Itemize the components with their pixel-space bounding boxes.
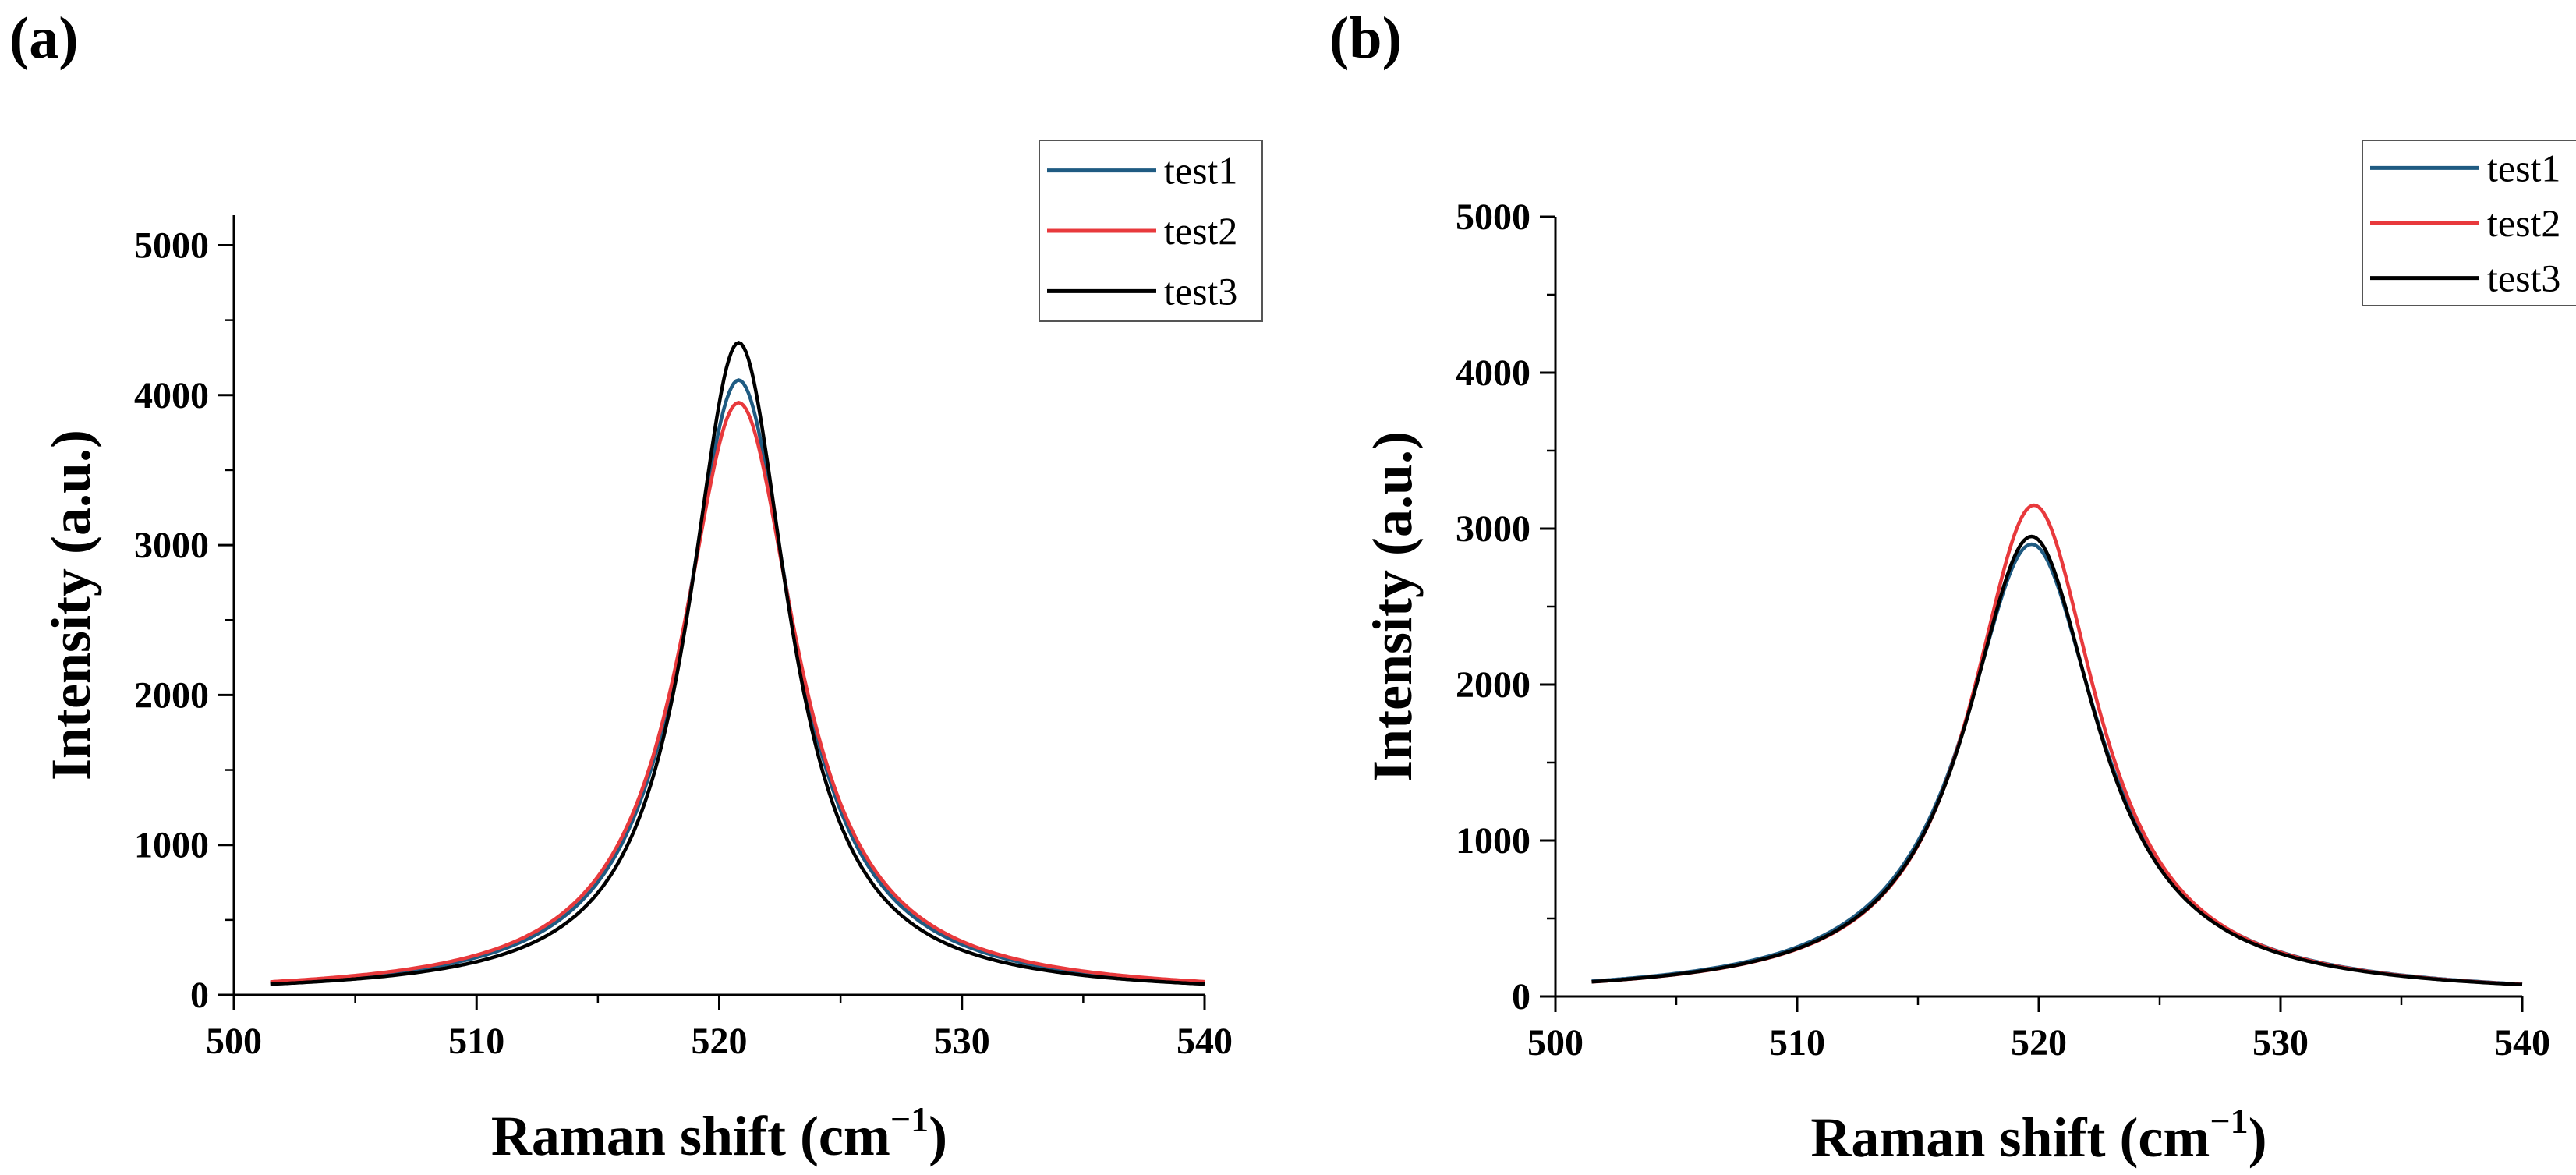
x-tick-label: 530: [2252, 1022, 2309, 1064]
y-tick-label: 1000: [134, 825, 209, 866]
legend-label-test3: test3: [2487, 257, 2560, 300]
y-tick-label: 5000: [134, 225, 209, 266]
y-tick-label: 3000: [134, 525, 209, 566]
x-axis-title-close: ): [2249, 1106, 2267, 1169]
y-tick-label: 4000: [1456, 352, 1530, 394]
x-axis-title: Raman shift (cm−1): [491, 1099, 947, 1167]
legend-label-test1: test1: [2487, 146, 2560, 189]
x-axis-title-superscript: −1: [890, 1099, 929, 1139]
legend-label-test3: test3: [1164, 269, 1237, 313]
chart-panel-a: (a) 500 510 520 530 540 0 1000 2000 3000 4000 5000 R…: [9, 5, 1263, 1167]
x-tick-label: 530: [934, 1021, 990, 1062]
y-tick-label: 4000: [134, 375, 209, 416]
legend-label-test2: test2: [1164, 209, 1237, 253]
y-tick-label: 3000: [1456, 508, 1530, 550]
legend-label-test2: test2: [2487, 201, 2560, 245]
y-axis-title: Intensity (a.u.): [1361, 431, 1424, 782]
x-tick-label: 500: [206, 1021, 262, 1062]
y-axis-title: Intensity (a.u.): [40, 430, 102, 780]
series-line-test3: [1591, 534, 2523, 987]
panel-label: (a): [9, 5, 79, 71]
x-tick-label: 510: [448, 1021, 504, 1062]
x-axis-title-close: ): [929, 1105, 947, 1167]
x-tick-label: 540: [1177, 1021, 1233, 1062]
x-axis-title: Raman shift (cm−1): [1810, 1101, 2266, 1169]
y-tick-label: 1000: [1456, 820, 1530, 862]
x-tick-label: 500: [1527, 1022, 1583, 1064]
panel-label: (b): [1329, 5, 1402, 71]
series-line-test2: [270, 401, 1205, 984]
x-tick-label: 520: [692, 1021, 748, 1062]
chart-panel-b: (b) 500 510 520 530 540 0 1000 2000 3000 4000 5000 R…: [1329, 5, 2576, 1169]
y-tick-label: 2000: [1456, 664, 1530, 706]
x-tick-label: 540: [2494, 1022, 2550, 1064]
x-axis-title-superscript: −1: [2210, 1101, 2248, 1141]
x-axis-title-main: Raman shift (cm: [491, 1105, 890, 1167]
series-line-test1: [270, 378, 1205, 985]
series-line-test1: [1591, 542, 2523, 986]
x-tick-label: 520: [2011, 1022, 2067, 1064]
x-axis-title-main: Raman shift (cm: [1810, 1106, 2210, 1169]
y-tick-label: 2000: [134, 674, 209, 716]
y-tick-label: 0: [1512, 976, 1530, 1018]
y-tick-label: 0: [190, 975, 209, 1016]
legend-label-test1: test1: [1164, 149, 1237, 193]
series-line-test3: [270, 341, 1205, 986]
x-tick-label: 510: [1769, 1022, 1825, 1064]
y-tick-label: 5000: [1456, 196, 1530, 238]
